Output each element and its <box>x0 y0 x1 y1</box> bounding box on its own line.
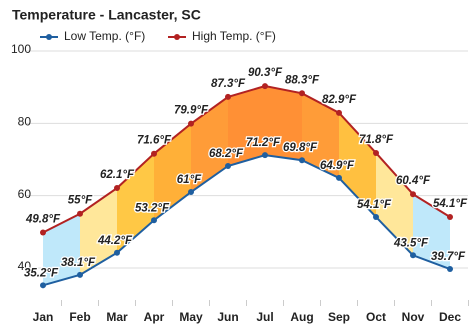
line <box>42 85 451 234</box>
range-band <box>339 112 376 217</box>
range-band <box>265 86 302 161</box>
value-label: 88.3°F <box>285 74 320 86</box>
value-label: 61°F <box>177 174 202 186</box>
point <box>114 249 120 256</box>
point <box>410 252 416 259</box>
y-tick-label: 100 <box>11 42 31 56</box>
point <box>410 191 416 198</box>
point <box>262 152 268 159</box>
point <box>40 229 46 236</box>
range-band <box>80 188 117 275</box>
x-tick-label: Feb <box>69 310 90 324</box>
range-band <box>413 194 450 270</box>
point <box>188 189 194 196</box>
point <box>225 162 231 169</box>
x-tick-label: Oct <box>366 310 386 324</box>
point <box>336 109 342 116</box>
range-band <box>154 123 191 221</box>
point <box>151 150 157 157</box>
x-tick-label: Jun <box>217 310 238 324</box>
range-band <box>228 86 265 166</box>
x-tick-label: Dec <box>439 310 461 324</box>
legend-marker <box>174 34 180 40</box>
chart-title: Temperature - Lancaster, SC <box>12 7 201 23</box>
point <box>373 149 379 156</box>
point <box>336 174 342 181</box>
point <box>40 282 46 289</box>
value-label: 69.8°F <box>283 142 318 154</box>
line <box>42 154 451 287</box>
legend-label: High Temp. (°F) <box>192 29 276 43</box>
y-tick-label: 60 <box>18 187 32 201</box>
value-label: 54.1°F <box>357 199 392 211</box>
point <box>151 217 157 224</box>
point <box>225 93 231 100</box>
value-label: 62.1°F <box>100 169 135 181</box>
point <box>188 120 194 127</box>
value-label: 71.8°F <box>359 134 394 146</box>
point <box>373 213 379 220</box>
x-tick-label: Jul <box>256 310 273 324</box>
value-label: 39.7°F <box>431 251 466 263</box>
x-tick-label: Apr <box>144 310 165 324</box>
x-tick-label: Nov <box>402 310 425 324</box>
point <box>299 157 305 164</box>
value-label: 64.9°F <box>320 160 355 172</box>
y-tick-label: 80 <box>18 114 32 128</box>
value-label: 43.5°F <box>393 237 429 249</box>
point <box>447 266 453 273</box>
value-label: 90.3°F <box>248 67 283 79</box>
value-label: 79.9°F <box>174 105 209 117</box>
x-tick-label: May <box>179 310 203 324</box>
point <box>77 210 83 217</box>
range-band <box>43 213 80 286</box>
value-label: 35.2°F <box>24 267 59 279</box>
point <box>262 83 268 90</box>
range-band <box>376 152 413 256</box>
value-label: 53.2°F <box>135 202 170 214</box>
legend-marker <box>46 34 52 40</box>
value-label: 44.2°F <box>97 235 133 247</box>
value-label: 82.9°F <box>322 94 357 106</box>
range-band <box>191 96 228 193</box>
point <box>114 185 120 192</box>
value-label: 38.1°F <box>61 257 96 269</box>
point <box>77 271 83 278</box>
point <box>299 90 305 97</box>
x-tick-label: Sep <box>328 310 350 324</box>
y-tick-label: 40 <box>18 259 32 273</box>
value-label: 54.1°F <box>433 198 468 210</box>
value-label: 55°F <box>68 195 93 207</box>
x-tick-label: Mar <box>106 310 128 324</box>
range-band <box>302 93 339 178</box>
value-label: 87.3°F <box>211 78 246 90</box>
value-label: 68.2°F <box>209 148 244 160</box>
value-label: 60.4°F <box>396 175 431 187</box>
point <box>447 213 453 220</box>
x-tick-label: Aug <box>290 310 313 324</box>
x-tick-label: Jan <box>33 310 54 324</box>
value-label: 71.2°F <box>246 137 281 149</box>
legend-label: Low Temp. (°F) <box>64 29 145 43</box>
value-label: 49.8°F <box>25 214 61 226</box>
value-label: 71.6°F <box>137 135 172 147</box>
